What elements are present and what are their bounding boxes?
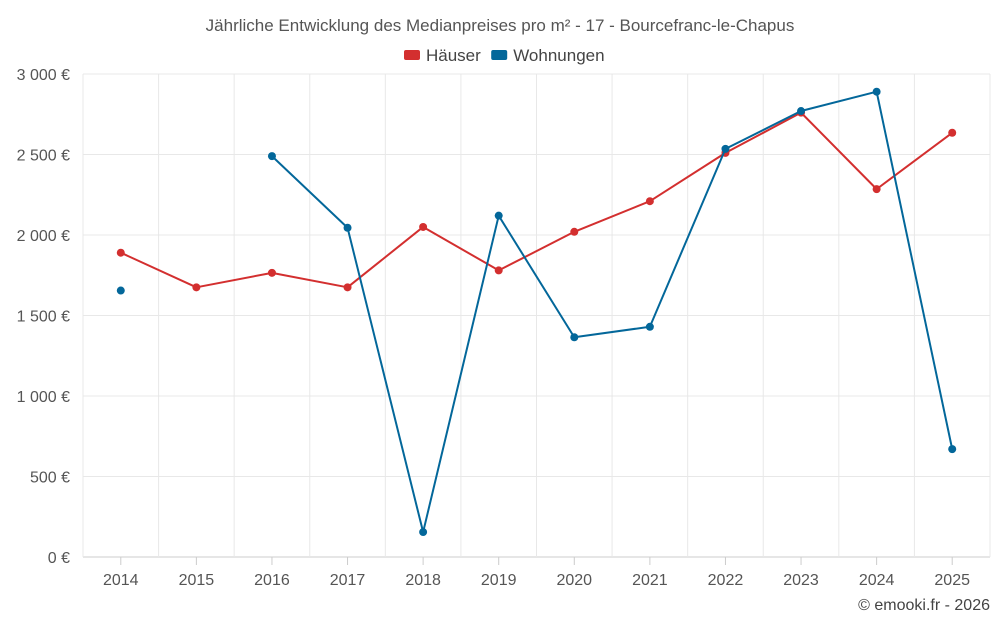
grid — [82, 73, 991, 558]
legend-label: Wohnungen — [513, 46, 604, 65]
data-point[interactable] — [419, 528, 428, 537]
x-tick-label: 2017 — [330, 572, 366, 589]
data-point[interactable] — [645, 197, 654, 206]
chart-title: Jährliche Entwicklung des Medianpreises … — [206, 16, 795, 35]
credit-text: © emooki.fr - 2026 — [858, 597, 990, 614]
y-tick-label: 3 000 € — [17, 67, 70, 84]
series-line — [271, 90, 954, 534]
data-point[interactable] — [343, 223, 352, 232]
x-tick-label: 2015 — [179, 572, 215, 589]
data-point[interactable] — [494, 266, 503, 275]
x-tick-label: 2021 — [632, 572, 668, 589]
y-tick-label: 1 500 € — [17, 309, 70, 326]
y-tick-label: 1 000 € — [17, 389, 70, 406]
series-layer — [116, 87, 957, 537]
series-line — [120, 111, 953, 289]
data-point[interactable] — [948, 445, 957, 454]
series-wohnungen — [116, 87, 957, 537]
legend-swatch — [491, 50, 508, 60]
legend-item-haeuser[interactable]: Häuser — [404, 46, 481, 65]
data-point[interactable] — [267, 268, 276, 277]
legend-item-wohnungen[interactable]: Wohnungen — [491, 46, 605, 65]
data-point[interactable] — [192, 283, 201, 292]
data-point[interactable] — [116, 248, 125, 257]
data-point[interactable] — [419, 222, 428, 231]
legend-swatch — [404, 50, 420, 60]
data-point[interactable] — [343, 283, 352, 292]
x-tick-label: 2019 — [481, 572, 517, 589]
data-point[interactable] — [872, 185, 881, 194]
data-point[interactable] — [570, 333, 579, 342]
data-point[interactable] — [116, 286, 125, 295]
x-tick-label: 2016 — [254, 572, 290, 589]
x-axis: 2014 2015 2016 2017 2018 2019 2020 2021 2022 2023… — [103, 557, 970, 589]
data-point[interactable] — [645, 322, 654, 331]
x-tick-label: 2025 — [934, 572, 970, 589]
data-point[interactable] — [872, 87, 881, 96]
x-tick-label: 2024 — [859, 572, 895, 589]
data-point[interactable] — [570, 227, 579, 236]
y-axis: 0 € 500 € 1 000 € 1 500 € 2 000 € 2 500 € 3 00… — [17, 67, 70, 567]
legend: Häuser Wohnungen — [404, 46, 605, 65]
data-point[interactable] — [494, 211, 503, 220]
data-point[interactable] — [721, 144, 730, 153]
y-tick-label: 2 000 € — [17, 228, 70, 245]
y-tick-label: 2 500 € — [17, 148, 70, 165]
data-point[interactable] — [267, 152, 276, 161]
y-tick-label: 0 € — [48, 550, 70, 567]
data-point[interactable] — [948, 128, 957, 137]
x-tick-label: 2014 — [103, 572, 139, 589]
data-point[interactable] — [797, 107, 806, 116]
legend-label: Häuser — [426, 46, 481, 65]
x-tick-label: 2018 — [405, 572, 441, 589]
x-tick-label: 2020 — [556, 572, 592, 589]
x-tick-label: 2023 — [783, 572, 819, 589]
y-tick-label: 500 € — [30, 470, 70, 487]
x-tick-label: 2022 — [708, 572, 744, 589]
